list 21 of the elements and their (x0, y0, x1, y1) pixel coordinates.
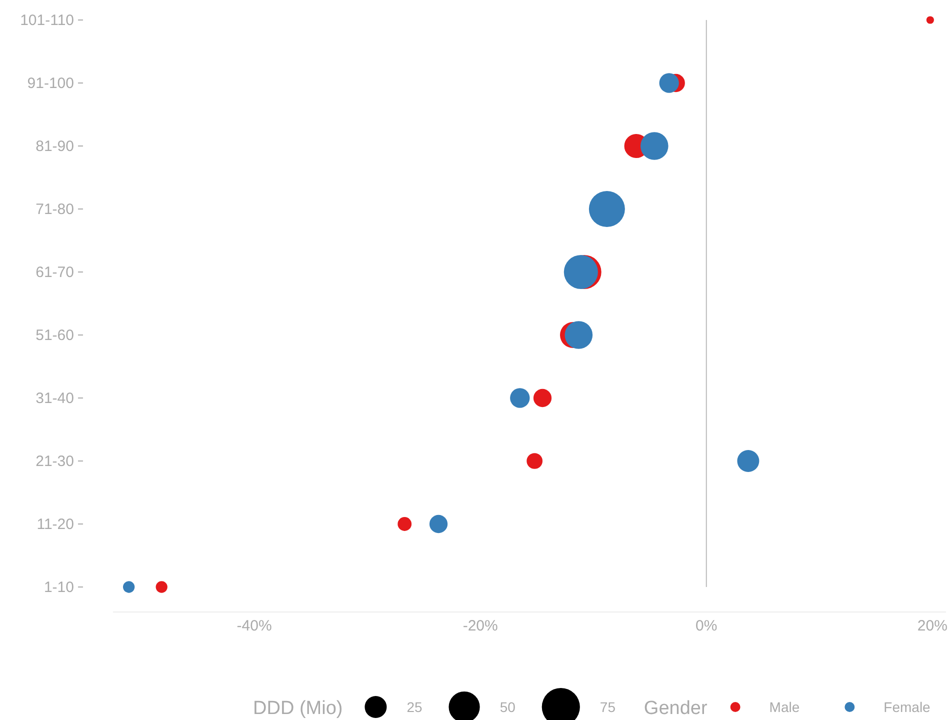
y-tick-label: 71-80 (36, 200, 74, 218)
y-tick-label: 21-30 (36, 452, 74, 470)
y-tick-label: 101-110 (20, 12, 74, 29)
x-tick-label: 20% (917, 618, 948, 635)
legend-label: 25 (406, 699, 423, 715)
y-tick-label: 91-100 (27, 74, 74, 92)
x-tick-label: -40% (236, 618, 272, 635)
y-tick-label: 81-90 (36, 138, 74, 155)
x-tick-label: 0% (696, 618, 718, 635)
legend-label: Male (769, 699, 800, 715)
y-tick-label: 11-20 (36, 516, 74, 533)
y-tick-label: 1-10 (44, 578, 74, 596)
legend-label: Female (884, 699, 931, 715)
y-tick-label: 51-60 (36, 326, 74, 344)
x-tick-label: -20% (462, 618, 498, 635)
legend-label: 75 (600, 699, 616, 715)
y-tick-label: 61-70 (36, 264, 74, 281)
legend-label: 50 (500, 699, 516, 715)
legend-title: Gender (644, 698, 708, 719)
y-tick-label: 31-40 (36, 390, 74, 407)
text: DDD (Mio) (253, 698, 343, 719)
